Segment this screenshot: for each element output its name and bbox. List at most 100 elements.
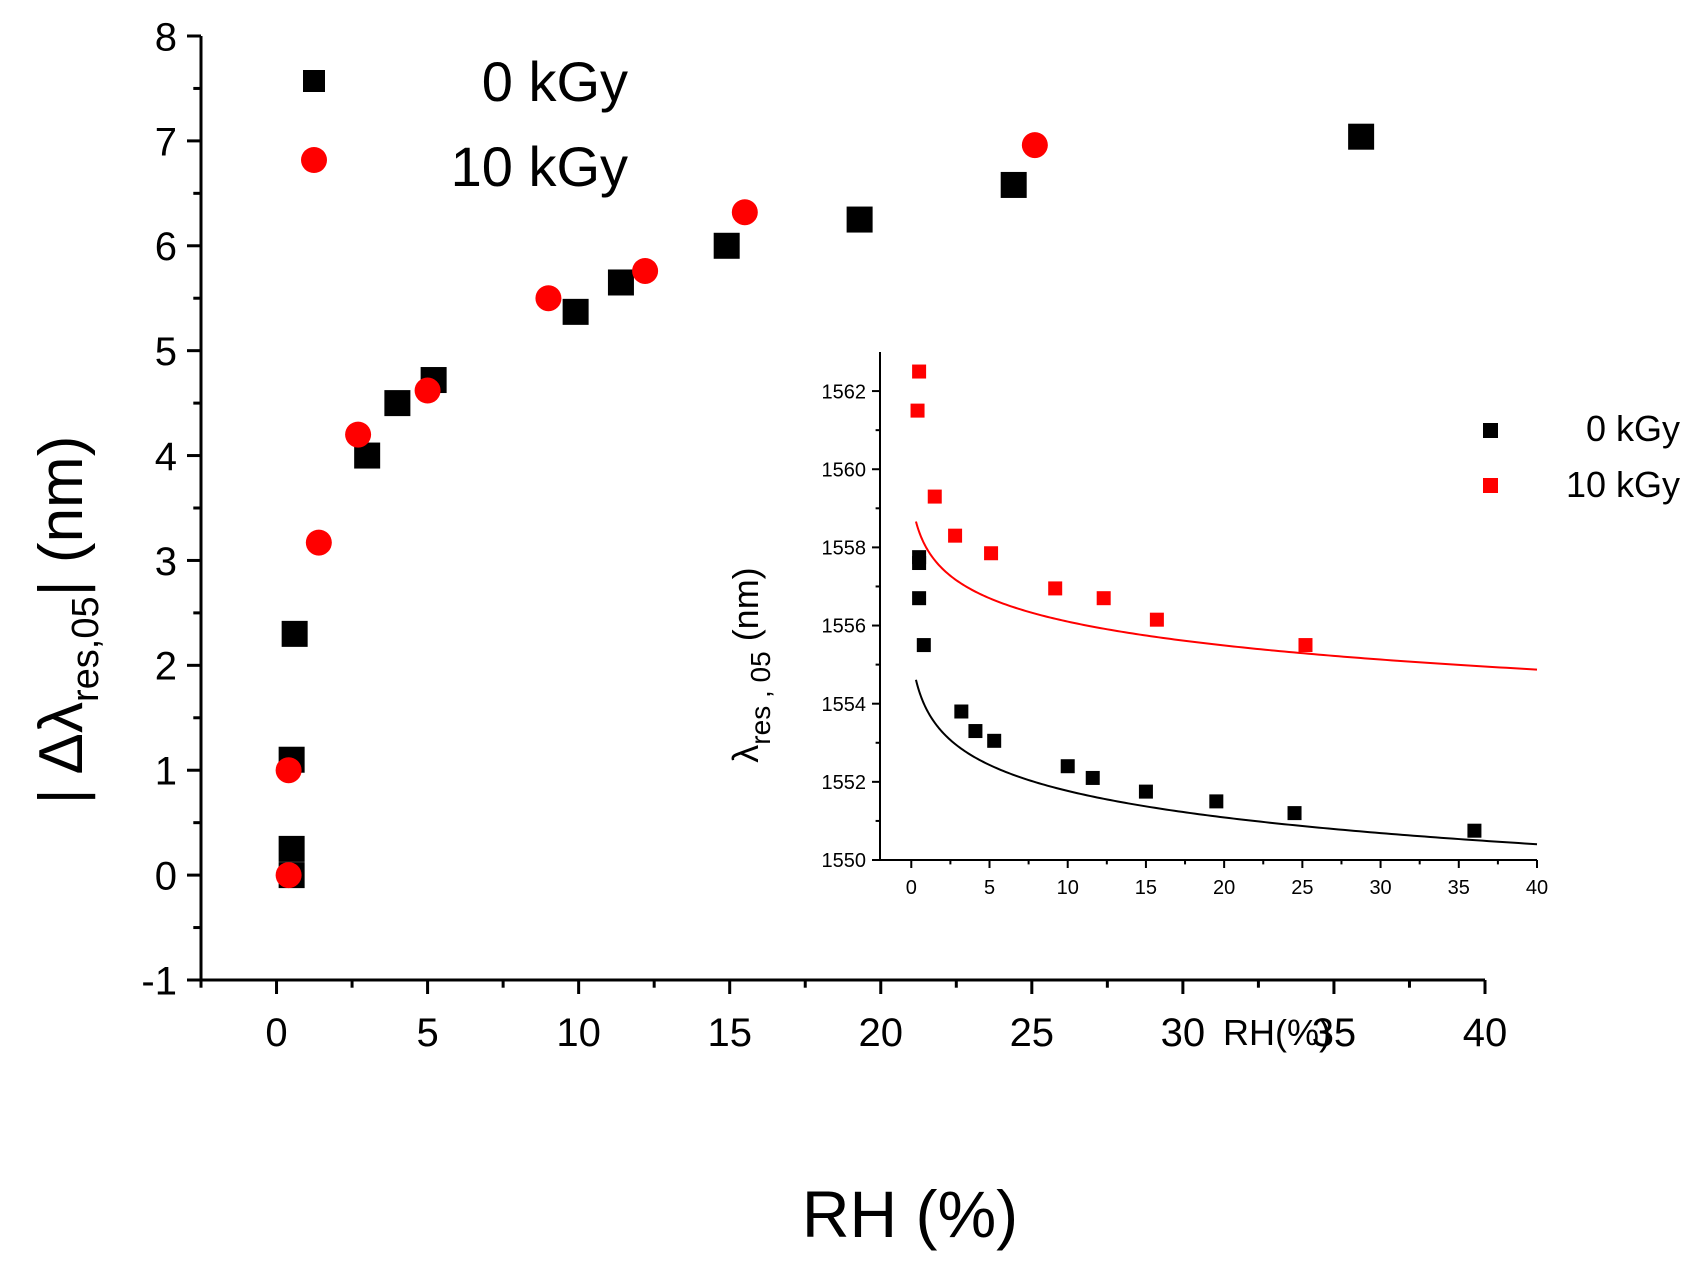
inset-legend: 0 kGy 10 kGy <box>1483 408 1680 505</box>
inset-y-tick-label: 1554 <box>822 694 867 716</box>
inset-data-point <box>1209 794 1224 809</box>
inset-plot: 0 5 10 15 20 25 30 35 40 1550 1552 1554 1556 1558 1560… <box>725 350 1680 1053</box>
main-data-point <box>281 620 308 647</box>
main-y-axis-title-suffix: | (nm) <box>27 436 96 597</box>
inset-legend-label-10kgy: 10 kGy <box>1566 464 1680 505</box>
main-data-point <box>713 232 740 259</box>
inset-data-point <box>954 704 969 719</box>
main-x-tick-label: 35 <box>1312 1011 1357 1055</box>
inset-x-tick-label: 15 <box>1135 877 1157 899</box>
main-data-point <box>278 835 305 862</box>
main-points <box>275 123 1375 889</box>
inset-legend-label-0kgy: 0 kGy <box>1586 408 1680 449</box>
inset-x-tick-label: 25 <box>1291 877 1313 899</box>
main-y-tick-label: 4 <box>155 435 177 479</box>
inset-x-tick-label: 30 <box>1369 877 1391 899</box>
main-y-tick-label: 0 <box>155 855 177 899</box>
inset-data-point <box>910 403 925 418</box>
inset-data-point <box>1298 638 1313 653</box>
main-y-tick-label: 7 <box>155 120 177 164</box>
main-data-point <box>1000 171 1027 198</box>
inset-y-axis-title-subscript: res , 05 <box>745 651 776 744</box>
main-x-tick-label: 20 <box>859 1011 904 1055</box>
inset-y-tick-label: 1558 <box>822 538 867 560</box>
main-y-tick-label: 1 <box>155 750 177 794</box>
main-y-tick-label: 3 <box>155 540 177 584</box>
inset-x-tick-label: 35 <box>1448 877 1470 899</box>
inset-x-tick-label: 0 <box>906 877 917 899</box>
main-data-point <box>562 298 589 325</box>
main-data-point <box>414 377 441 404</box>
inset-data-point <box>916 638 931 653</box>
legend-label-10kgy: 10 kGy <box>451 135 628 198</box>
inset-data-point <box>1096 591 1111 606</box>
main-data-point <box>1348 123 1375 150</box>
inset-data-point <box>1048 581 1063 596</box>
inset-x-tick-label: 5 <box>984 877 995 899</box>
inset-x-tick-label: 40 <box>1526 877 1548 899</box>
inset-data-point <box>948 528 963 543</box>
main-data-point <box>305 529 332 556</box>
main-x-tick-label: 25 <box>1010 1011 1055 1055</box>
main-x-tick-label: 40 <box>1463 1011 1508 1055</box>
main-y-axis-title-subscript: res,05 <box>65 596 107 702</box>
main-data-point <box>846 206 873 233</box>
main-y-tick-label: 2 <box>155 645 177 689</box>
main-x-axis-title: RH (%) <box>802 1177 1018 1251</box>
main-x-tick-label: 10 <box>556 1011 601 1055</box>
inset-y-axis-title: λres , 05 (nm) <box>725 567 776 762</box>
inset-y-tick-label: 1556 <box>822 616 867 638</box>
inset-data-point <box>1138 784 1153 799</box>
inset-data-point <box>1060 759 1075 774</box>
legend-label-0kgy: 0 kGy <box>482 50 628 113</box>
main-legend: 0 kGy 10 kGy <box>301 50 628 198</box>
main-x-tick-label: 15 <box>707 1011 752 1055</box>
inset-data-point <box>1287 806 1302 821</box>
inset-y-tick-label: 1552 <box>822 772 867 794</box>
main-y-tick-label: 6 <box>155 225 177 269</box>
main-ticks: 0 5 10 15 20 25 30 35 40 -1 0 1 2 3 4 5 6 7 8 <box>141 15 1507 1055</box>
inset-fit-curve <box>914 679 1538 846</box>
inset-data-point <box>968 724 983 739</box>
inset-legend-marker-0kgy <box>1483 423 1498 438</box>
legend-marker-0kgy <box>303 70 325 92</box>
inset-points <box>910 364 1482 838</box>
inset-y-axis-title-suffix: (nm) <box>725 567 766 651</box>
inset-y-tick-label: 1562 <box>822 381 867 403</box>
main-y-tick-label: 8 <box>155 15 177 59</box>
inset-data-point <box>927 489 942 504</box>
inset-ticks: 0 5 10 15 20 25 30 35 40 1550 1552 1554 1556 1558 1560… <box>822 381 1549 899</box>
main-y-tick-label: -1 <box>141 959 177 1003</box>
main-x-tick-label: 30 <box>1161 1011 1206 1055</box>
main-data-point <box>535 285 562 312</box>
main-y-axis-title: | Δλres,05| (nm) <box>27 436 107 805</box>
inset-legend-marker-10kgy <box>1483 478 1498 493</box>
main-data-point <box>607 269 634 296</box>
inset-y-tick-label: 1550 <box>822 850 867 872</box>
main-data-point <box>275 862 302 889</box>
main-data-point <box>275 757 302 784</box>
main-y-tick-label: 5 <box>155 330 177 374</box>
inset-data-point <box>912 364 927 379</box>
inset-y-tick-label: 1560 <box>822 459 867 481</box>
inset-x-tick-label: 20 <box>1213 877 1235 899</box>
inset-data-point <box>912 556 927 571</box>
inset-data-point <box>1085 770 1100 785</box>
inset-fits <box>914 521 1538 846</box>
main-data-point <box>731 199 758 226</box>
inset-x-axis-title: RH(%) <box>1223 1012 1331 1053</box>
inset-data-point <box>1149 612 1164 627</box>
main-data-point <box>632 257 659 284</box>
main-y-axis-title-prefix: | Δλ <box>27 702 96 804</box>
inset-data-point <box>987 733 1002 748</box>
legend-marker-10kgy <box>301 147 327 173</box>
inset-fit-curve <box>914 521 1538 671</box>
inset-data-point <box>1467 823 1482 838</box>
main-data-point <box>345 421 372 448</box>
inset-data-point <box>912 591 927 606</box>
inset-data-point <box>984 546 999 561</box>
main-x-tick-label: 0 <box>265 1011 287 1055</box>
main-data-point <box>384 390 411 417</box>
main-plot: 0 5 10 15 20 25 30 35 40 -1 0 1 2 3 4 5 6 7 8 0 kGy 10 kGy… <box>27 15 1507 1251</box>
